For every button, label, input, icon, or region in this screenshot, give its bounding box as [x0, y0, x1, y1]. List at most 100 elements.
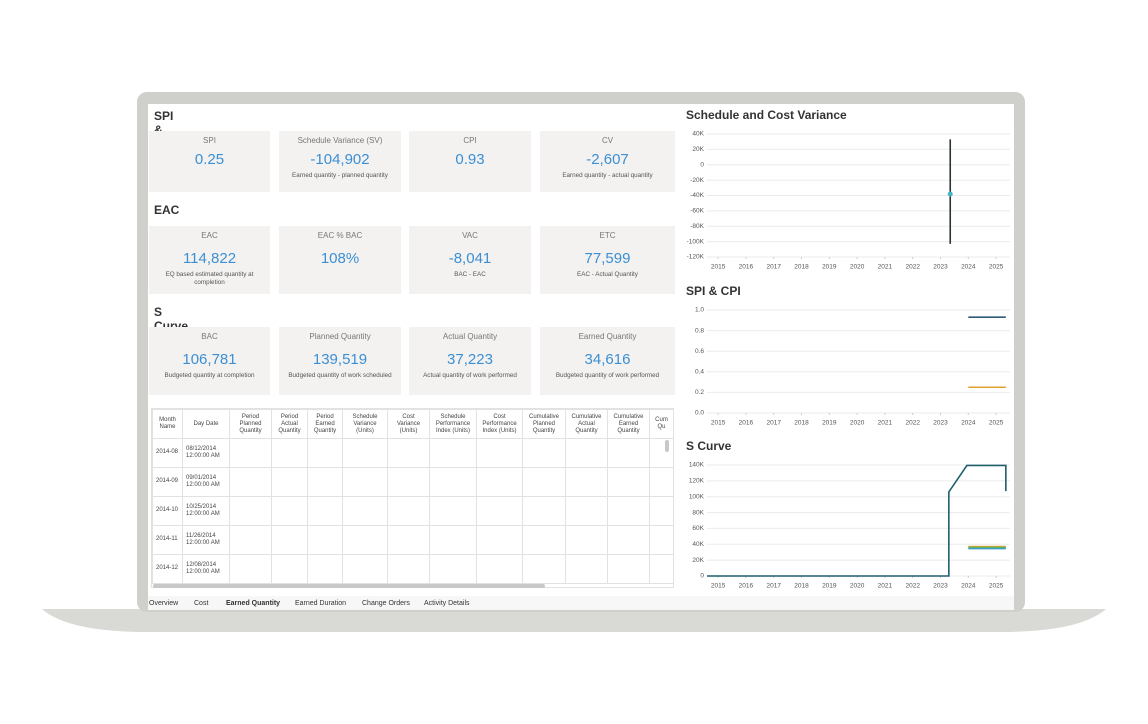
table-cell: 12/08/2014 12:00:00 AM	[182, 554, 230, 584]
kpi-caption: Budgeted quantity of work performed	[555, 372, 660, 379]
kpi-value: 77,599	[584, 250, 631, 267]
table-cell: 2014-09	[152, 467, 183, 497]
kpi-label: Planned Quantity	[309, 332, 371, 341]
kpi-value: -104,902	[310, 151, 370, 168]
table-cell-empty	[649, 554, 673, 584]
x-tick-label: 2017	[766, 420, 781, 427]
kpi-card: ETC 77,599 EAC - Actual Quantity	[540, 226, 675, 294]
kpi-value: -2,607	[586, 151, 629, 168]
kpi-label: BAC	[201, 332, 218, 341]
x-tick-label: 2024	[961, 264, 976, 271]
column-header: Day Date	[182, 409, 230, 439]
table-cell-empty	[522, 438, 566, 468]
table-cell-empty	[387, 525, 430, 555]
x-tick-label: 2025	[989, 583, 1004, 590]
kpi-value: 114,822	[182, 250, 237, 267]
x-tick-label: 2022	[905, 264, 920, 271]
y-tick-label: 0.2	[695, 389, 704, 396]
x-tick-label: 2023	[933, 420, 948, 427]
table-cell-empty	[307, 438, 343, 468]
kpi-caption: Actual quantity of work performed	[423, 372, 517, 379]
table-cell-empty	[387, 467, 430, 497]
table-cell: 2014-11	[152, 525, 183, 555]
tab-bar	[148, 596, 1014, 610]
kpi-value: 106,781	[182, 351, 237, 368]
y-tick-label: 0	[700, 161, 704, 168]
column-header: Month Name	[152, 409, 183, 439]
x-tick-label: 2015	[711, 264, 726, 271]
kpi-card: Schedule Variance (SV) -104,902 Earned qua…	[279, 131, 401, 192]
kpi-label: CPI	[463, 136, 477, 145]
chart-title: Schedule and Cost Variance	[686, 108, 847, 122]
kpi-value: 34,616	[584, 351, 631, 368]
x-tick-label: 2024	[961, 420, 976, 427]
y-tick-label: 80K	[692, 509, 704, 516]
y-tick-label: 20K	[692, 557, 704, 564]
kpi-label: Earned Quantity	[578, 332, 637, 341]
y-tick-label: 20K	[692, 146, 704, 153]
y-tick-label: 60K	[692, 525, 704, 532]
y-tick-label: 120K	[689, 478, 705, 485]
kpi-value: 0.93	[455, 151, 485, 168]
y-tick-label: 1.0	[695, 307, 704, 314]
y-tick-label: -60K	[690, 208, 704, 215]
x-tick-label: 2016	[739, 420, 754, 427]
laptop-base	[42, 609, 1106, 632]
kpi-value: 108%	[320, 250, 360, 267]
kpi-card: EAC % BAC 108%	[279, 226, 401, 294]
table-cell-empty	[522, 496, 566, 526]
x-tick-label: 2020	[850, 420, 865, 427]
table-row: 2014-11 11/26/2014 12:00:00 AM	[152, 525, 673, 555]
y-tick-label: 0.4	[695, 369, 704, 376]
y-tick-label: 0.0	[695, 410, 704, 417]
table-cell-empty	[649, 467, 673, 497]
kpi-value: -8,041	[448, 250, 492, 267]
table-cell-empty	[229, 554, 272, 584]
tab[interactable]: Cost	[194, 600, 209, 607]
data-point	[947, 191, 953, 197]
y-tick-label: -80K	[690, 223, 704, 230]
table-row: 2014-10 10/25/2014 12:00:00 AM	[152, 496, 673, 526]
table-cell-empty	[476, 496, 523, 526]
tab[interactable]: Earned Duration	[295, 600, 346, 607]
x-tick-label: 2019	[822, 264, 837, 271]
x-tick-label: 2025	[989, 420, 1004, 427]
kpi-card: BAC 106,781 Budgeted quantity at completio…	[149, 327, 270, 395]
kpi-caption: Budgeted quantity of work scheduled	[288, 372, 392, 379]
tab[interactable]: Activity Details	[424, 600, 470, 607]
x-tick-label: 2015	[711, 420, 726, 427]
tab[interactable]: Earned Quantity	[226, 600, 281, 607]
x-tick-label: 2019	[822, 420, 837, 427]
kpi-card: SPI 0.25	[149, 131, 270, 192]
table-cell: 2014-10	[152, 496, 183, 526]
kpi-caption: Earned quantity - planned quantity	[292, 172, 388, 179]
kpi-label: Actual Quantity	[442, 332, 498, 341]
kpi-value: 0.25	[194, 151, 225, 168]
kpi-card: EAC 114,822 EQ based estimated quantity at…	[149, 226, 270, 294]
x-tick-label: 2021	[878, 583, 893, 590]
table-cell-empty	[342, 496, 388, 526]
tab[interactable]: Change Orders	[362, 600, 410, 607]
y-tick-label: 0.8	[695, 327, 704, 334]
kpi-label: EAC	[201, 231, 218, 240]
x-tick-label: 2020	[850, 583, 865, 590]
table-cell-empty	[342, 438, 388, 468]
y-tick-label: 0.6	[695, 348, 704, 355]
y-tick-label: 140K	[689, 462, 705, 469]
kpi-card: Actual Quantity 37,223 Actual quantity of …	[409, 327, 531, 395]
kpi-label: ETC	[599, 231, 616, 240]
x-tick-label: 2023	[933, 264, 948, 271]
kpi-label: SPI	[203, 136, 216, 145]
header-row: Month Name Day Date Period Planned Quantit…	[152, 409, 673, 439]
tab[interactable]: Overview	[149, 600, 179, 607]
kpi-label: VAC	[462, 231, 478, 240]
kpi-label: CV	[601, 136, 614, 145]
x-tick-label: 2019	[822, 583, 837, 590]
table-cell-empty	[649, 438, 673, 468]
kpi-caption: EQ based estimated quantity at completio…	[165, 271, 254, 286]
x-tick-label: 2018	[794, 583, 809, 590]
y-tick-label: 0	[700, 573, 704, 580]
table-cell-empty	[271, 438, 308, 468]
x-tick-label: 2024	[961, 583, 976, 590]
